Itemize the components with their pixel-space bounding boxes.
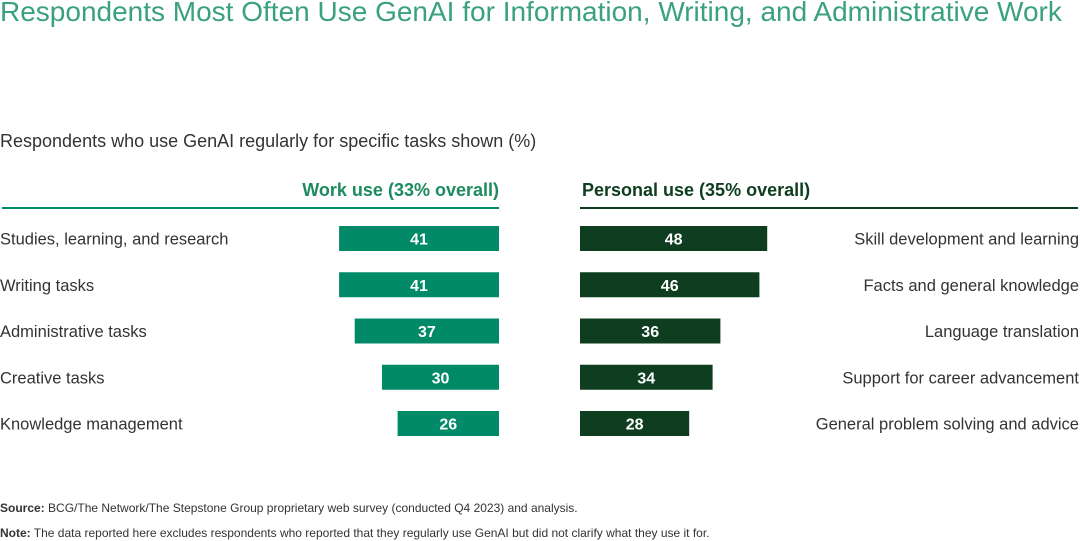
work-category-label: Studies, learning, and research (0, 231, 228, 249)
personal-use-header: Personal use (35% overall) (582, 180, 810, 200)
work-bar (339, 272, 499, 298)
personal-bar-value-label: 28 (626, 417, 644, 434)
work-bar (354, 318, 499, 344)
personal-use-panel: Personal use (35% overall) Skill developm… (580, 180, 1079, 436)
note-footnote: Note: The data reported here excludes re… (0, 525, 710, 541)
work-bar-value-label: 41 (410, 232, 428, 249)
personal-bar (580, 272, 760, 298)
work-use-header: Work use (33% overall) (302, 180, 499, 200)
work-use-panel: Work use (33% overall) Studies, learning,… (0, 180, 499, 436)
personal-bar (580, 226, 768, 251)
work-category-label: Administrative tasks (0, 323, 147, 341)
personal-category-label: Language translation (925, 323, 1079, 341)
work-category-label: Knowledge management (0, 416, 183, 434)
personal-category-label: Skill development and learning (854, 231, 1079, 249)
personal-bar (580, 364, 713, 390)
personal-bar (580, 318, 721, 344)
note-text: The data reported here excludes responde… (33, 526, 710, 540)
personal-category-label: Facts and general knowledge (863, 277, 1079, 295)
personal-category-label: General problem solving and advice (816, 416, 1079, 434)
personal-bar-value-label: 46 (661, 278, 679, 295)
work-bar-value-label: 37 (418, 324, 436, 341)
chart-plot-area: Work use (33% overall) Studies, learning,… (0, 180, 1079, 436)
work-bar (339, 226, 499, 251)
source-text: BCG/The Network/The Stepstone Group prop… (48, 501, 578, 515)
personal-bar-value-label: 36 (641, 324, 659, 341)
source-footnote: Source: BCG/The Network/The Stepstone Gr… (0, 500, 578, 516)
work-bar (382, 364, 499, 390)
work-category-label: Writing tasks (0, 277, 94, 295)
chart-subtitle: Respondents who use GenAI regularly for … (0, 131, 537, 151)
chart-svg: Work use (33% overall) Studies, learning,… (0, 180, 1079, 436)
personal-bar-value-label: 34 (637, 370, 655, 387)
personal-bar (580, 411, 690, 436)
note-label: Note: (0, 526, 31, 540)
chart-title: Respondents Most Often Use GenAI for Inf… (0, 0, 1062, 27)
work-category-label: Creative tasks (0, 369, 105, 387)
work-bar-value-label: 41 (410, 278, 428, 295)
work-bar-value-label: 26 (439, 417, 457, 434)
personal-bar-value-label: 48 (665, 232, 683, 249)
personal-category-label: Support for career advancement (842, 369, 1079, 387)
source-label: Source: (0, 501, 45, 515)
work-bar-value-label: 30 (432, 370, 450, 387)
work-bar (397, 411, 499, 436)
